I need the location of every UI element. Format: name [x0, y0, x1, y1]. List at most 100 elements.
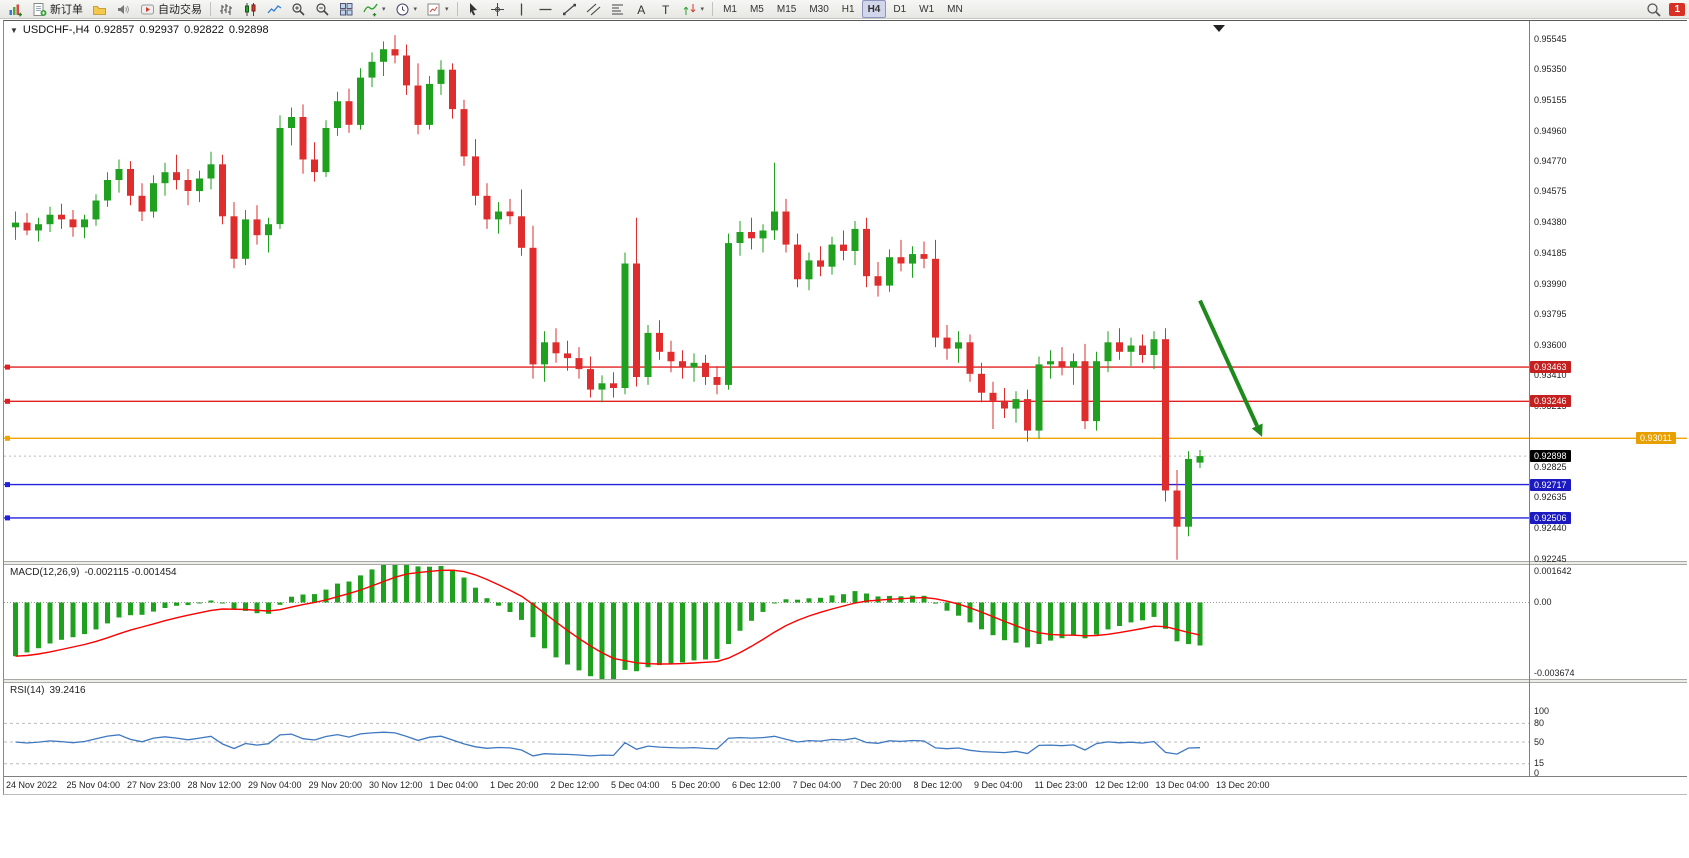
fibonacci-button[interactable] — [606, 0, 629, 19]
level-handle[interactable] — [5, 364, 10, 370]
line-chart-icon — [267, 4, 282, 13]
time-axis-label: 1 Dec 20:00 — [490, 780, 539, 790]
rsi-name: RSI(14) — [10, 685, 45, 696]
time-axis-label: 27 Nov 23:00 — [127, 780, 181, 790]
zoom-in-button[interactable] — [287, 0, 310, 19]
rsi-label: RSI(14) 39.2416 — [10, 685, 86, 696]
macd-values: -0.002115 -0.001454 — [84, 567, 177, 578]
indicators-button[interactable]: ▾ — [359, 0, 390, 19]
timeframe-D1[interactable]: D1 — [893, 3, 907, 15]
rsi-axis-label: 50 — [1534, 736, 1545, 747]
svg-text:A: A — [637, 3, 645, 17]
rsi-value: 39.2416 — [49, 685, 86, 696]
low-value: 0.92822 — [184, 24, 224, 36]
vertical-line-button[interactable] — [510, 0, 533, 19]
timeframe-M30[interactable]: M30 — [809, 3, 829, 15]
timeframe-M1[interactable]: M1 — [723, 3, 737, 15]
timeframe-M15[interactable]: M15 — [776, 3, 797, 15]
level-handle[interactable] — [5, 482, 10, 488]
rsi-indicator[interactable] — [4, 683, 1687, 776]
price-badge-0.93463: 0.93463 — [1530, 361, 1571, 373]
time-axis-label: 7 Dec 20:00 — [853, 780, 902, 790]
pane-separator[interactable] — [4, 679, 1687, 683]
price-axis-label: 0.94770 — [1534, 155, 1567, 166]
macd-indicator[interactable] — [4, 565, 1687, 679]
chart-shift-marker-icon[interactable] — [1213, 25, 1225, 32]
time-axis-label: 30 Nov 12:00 — [369, 780, 423, 790]
rsi-line — [15, 731, 1201, 757]
tile-windows-button[interactable] — [335, 0, 358, 19]
price-axis-label: 0.95545 — [1534, 33, 1567, 44]
collapse-ohlc-icon[interactable]: ▼ — [10, 25, 18, 35]
time-axis-label: 29 Nov 20:00 — [308, 780, 363, 790]
rsi-pane[interactable]: RSI(14) 39.2416 — [4, 683, 1687, 776]
price-axis-label: 0.93990 — [1534, 278, 1567, 289]
clock-icon — [396, 3, 409, 15]
high-value: 0.92937 — [139, 24, 180, 36]
time-axis-label: 12 Dec 12:00 — [1095, 780, 1149, 790]
periods-button[interactable]: ▾ — [391, 0, 422, 19]
time-axis-label: 28 Nov 12:00 — [187, 780, 242, 790]
cursor-button[interactable] — [462, 0, 485, 19]
new-order-icon — [33, 2, 47, 16]
price-axis-label: 0.95350 — [1534, 64, 1567, 75]
symbol-period-label: USDCHF-,H4 — [22, 24, 90, 36]
trendline-button[interactable] — [558, 0, 581, 19]
price-axis[interactable]: 0.95545 0.95350 0.95155 0.94960 0.94770 0.945… — [1529, 21, 1687, 778]
indicators-icon — [363, 3, 378, 16]
horizontal-line-button[interactable] — [534, 0, 557, 19]
level-handle[interactable] — [5, 398, 10, 404]
bar-chart-button[interactable] — [215, 0, 238, 19]
alerts-button[interactable] — [112, 0, 135, 19]
time-axis[interactable]: 24 Nov 2022 25 Nov 04:00 27 Nov 23:00 28 No… — [4, 776, 1687, 794]
time-axis-label: 1 Dec 04:00 — [429, 780, 479, 790]
price-badge-0.92898: 0.92898 — [1530, 450, 1571, 462]
templates-button[interactable]: ▾ — [422, 0, 453, 19]
notification-badge[interactable]: 1 — [1669, 2, 1685, 16]
line-chart-button[interactable] — [263, 0, 286, 19]
pane-separator[interactable] — [4, 561, 1687, 565]
time-axis-label: 29 Nov 04:00 — [248, 780, 302, 790]
main-chart-pane[interactable]: ▼ USDCHF-,H4 0.92857 0.92937 0.92822 0.9… — [4, 21, 1687, 561]
arrow-head[interactable] — [1251, 423, 1263, 437]
timeframe-M5[interactable]: M5 — [749, 3, 764, 15]
chevron-down-icon: ▾ — [413, 6, 418, 13]
time-axis-label: 11 Dec 23:00 — [1034, 780, 1088, 790]
macd-axis-label: 0.001642 — [1534, 565, 1572, 576]
time-axis-label: 13 Dec 20:00 — [1216, 780, 1270, 790]
text-button[interactable]: A — [630, 0, 653, 19]
crosshair-button[interactable] — [486, 0, 509, 19]
level-handle[interactable] — [5, 435, 10, 441]
candlestick-button[interactable] — [239, 0, 262, 19]
time-axis-label: 24 Nov 2022 — [6, 780, 58, 790]
macd-pane[interactable]: MACD(12,26,9) -0.002115 -0.001454 — [4, 565, 1687, 679]
new-order-button[interactable]: 新订单 — [28, 0, 87, 19]
text-label-button[interactable]: T — [654, 0, 677, 19]
level-handle[interactable] — [5, 515, 10, 521]
down-trend-arrow[interactable] — [1198, 299, 1259, 427]
new-chart-button[interactable] — [4, 0, 27, 19]
price-badge-0.93246: 0.93246 — [1530, 395, 1571, 407]
search-button[interactable] — [1642, 0, 1665, 19]
timeframe-H4[interactable]: H4 — [861, 0, 887, 18]
time-axis-label: 25 Nov 04:00 — [66, 780, 121, 790]
zoom-out-button[interactable] — [311, 0, 334, 19]
search-icon — [1647, 2, 1662, 17]
zoom-in-icon — [292, 2, 305, 16]
chart-plus-icon — [9, 4, 22, 16]
autotrade-button[interactable]: 自动交易 — [136, 0, 206, 19]
arrows-button[interactable]: ▾ — [678, 0, 709, 19]
time-axis-label: 8 Dec 12:00 — [913, 780, 963, 790]
arrows-icon — [683, 3, 695, 15]
candle-chart-icon — [245, 2, 256, 16]
bar-chart-icon — [220, 3, 232, 15]
timeframe-MN[interactable]: MN — [947, 3, 963, 15]
timeframe-W1[interactable]: W1 — [919, 3, 935, 15]
chart-window: ▼ USDCHF-,H4 0.92857 0.92937 0.92822 0.9… — [3, 20, 1687, 795]
channel-button[interactable] — [582, 0, 605, 19]
timeframe-H1[interactable]: H1 — [841, 3, 855, 15]
profiles-button[interactable] — [88, 0, 111, 19]
candlestick-chart[interactable] — [4, 21, 1687, 561]
horizontal-line-icon — [539, 8, 552, 10]
